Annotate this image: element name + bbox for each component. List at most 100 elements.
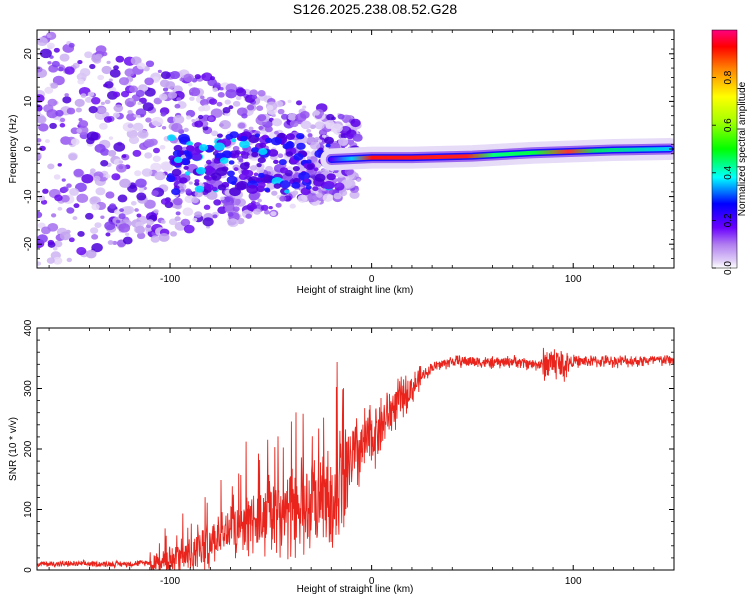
spectrogram-cell xyxy=(100,101,105,106)
spectrogram-cell xyxy=(68,237,75,243)
spectrogram-cell xyxy=(130,200,137,206)
spectrogram-cell xyxy=(91,96,101,105)
spectrogram-ytick-label: 20 xyxy=(23,48,34,60)
spectrogram-cell xyxy=(343,119,349,124)
spectrogram-cell xyxy=(279,167,289,174)
spectrogram-cell xyxy=(118,77,130,86)
spectrogram-cell xyxy=(50,213,57,218)
spectrogram-xtick-label: -100 xyxy=(160,274,180,285)
spectrogram-cell xyxy=(37,66,43,73)
spectrogram-cell xyxy=(266,105,274,111)
spectrogram-cell xyxy=(279,195,287,202)
spectrogram-cell xyxy=(144,77,154,86)
spectrogram-cell xyxy=(42,188,49,194)
spectrogram-cell xyxy=(182,159,191,166)
spectrogram-cell xyxy=(198,144,209,152)
spectrogram-cell xyxy=(157,69,162,73)
spectrogram-cell xyxy=(160,71,171,80)
spectrogram-cell xyxy=(279,180,291,189)
spectrogram-cell xyxy=(39,145,46,152)
spectrogram-cell xyxy=(184,152,191,157)
spectrogram-cell xyxy=(109,68,121,78)
spectrogram-cell xyxy=(326,173,336,181)
spectrogram-cell xyxy=(46,109,58,119)
spectrogram-cell xyxy=(111,173,121,181)
spectrogram-cell xyxy=(178,133,190,143)
spectrogram-cell xyxy=(323,180,335,190)
spectrogram-cell xyxy=(115,163,127,173)
spectrogram-cell xyxy=(194,74,201,80)
spectrogram-cell xyxy=(123,205,135,215)
spectrogram-cell xyxy=(168,155,176,161)
spectrogram-cell xyxy=(212,87,219,93)
spectrogram-cell xyxy=(260,204,269,211)
spectrogram-cell xyxy=(152,155,161,162)
spectrogram-cell xyxy=(205,159,212,165)
spectrogram-cell xyxy=(175,211,181,216)
spectrogram-cell xyxy=(150,162,162,172)
spectrogram-cell xyxy=(188,87,201,97)
spectrogram-cell xyxy=(98,107,107,114)
spectrogram-cell xyxy=(303,178,310,183)
spectrogram-cell xyxy=(292,190,299,196)
spectrogram-cell xyxy=(57,206,63,211)
spectrogram-cell xyxy=(201,72,213,82)
spectrogram-cell xyxy=(186,141,194,147)
spectrogram-cell xyxy=(158,93,168,101)
spectrogram-cell xyxy=(91,234,99,240)
spectrogram-cell xyxy=(127,123,134,129)
spectrogram-cell xyxy=(246,184,259,194)
spectrogram-cell xyxy=(264,187,271,193)
spectrogram-cell xyxy=(95,187,106,196)
spectrogram-cell xyxy=(166,175,176,183)
spectrogram-cell xyxy=(209,98,218,105)
spectrogram-cell xyxy=(68,153,78,161)
spectrogram-cell xyxy=(44,86,54,94)
spectrogram-cell xyxy=(133,122,144,132)
spectrogram-cell xyxy=(287,99,292,104)
spectrogram-cell xyxy=(135,178,147,188)
spectrogram-cell xyxy=(138,187,145,193)
spectrogram-cell xyxy=(145,60,155,68)
colorbar-ticks: 0.0 0.2 0.4 0.6 0.8 xyxy=(712,70,734,275)
spectrogram-cell xyxy=(314,173,326,182)
spectrogram-cell xyxy=(81,173,94,184)
spectrogram-cell xyxy=(161,125,167,130)
spectrogram-cell xyxy=(273,183,282,189)
spectrogram-cell xyxy=(183,165,189,170)
spectrogram-cell xyxy=(122,236,133,245)
spectrogram-cell xyxy=(134,208,139,212)
spectrogram-cell xyxy=(316,192,323,198)
spectrogram-cell xyxy=(192,217,198,222)
spectrogram-cell xyxy=(129,97,134,102)
spectrogram-cell xyxy=(245,213,252,219)
spectrogram-cell xyxy=(217,91,225,98)
spectrogram-cell xyxy=(179,77,184,82)
spectrogram-cell xyxy=(342,126,350,132)
spectrogram-cell xyxy=(255,177,262,182)
spectrogram-cell xyxy=(246,202,258,212)
spectrogram-cell xyxy=(231,181,237,186)
spectrogram-cell xyxy=(136,192,147,201)
spectrogram-cell xyxy=(258,172,265,179)
spectrogram-cell xyxy=(277,132,286,139)
spectrogram-cell xyxy=(118,223,131,233)
spectrogram-cell xyxy=(349,190,360,199)
spectrogram-cell xyxy=(202,104,211,112)
spectrogram-cell xyxy=(239,140,250,149)
spectrogram-ytick-label: 0 xyxy=(23,146,34,152)
spectrogram-cell xyxy=(160,198,170,205)
spectrogram-cell xyxy=(194,185,205,193)
spectrogram-cell xyxy=(249,165,258,171)
spectrogram-cell xyxy=(173,144,183,152)
spectrogram-cell xyxy=(108,136,114,140)
spectrogram-cell xyxy=(180,188,185,192)
spectrogram-cell xyxy=(101,65,112,75)
spectrogram-cell xyxy=(209,145,215,150)
spectrogram-cell xyxy=(270,211,277,217)
spectrogram-cell xyxy=(246,104,255,111)
spectrogram-cell xyxy=(113,112,120,118)
spectrogram-cell xyxy=(137,129,149,139)
spectrogram-cell xyxy=(113,104,124,113)
spectrogram-cell xyxy=(199,98,209,107)
